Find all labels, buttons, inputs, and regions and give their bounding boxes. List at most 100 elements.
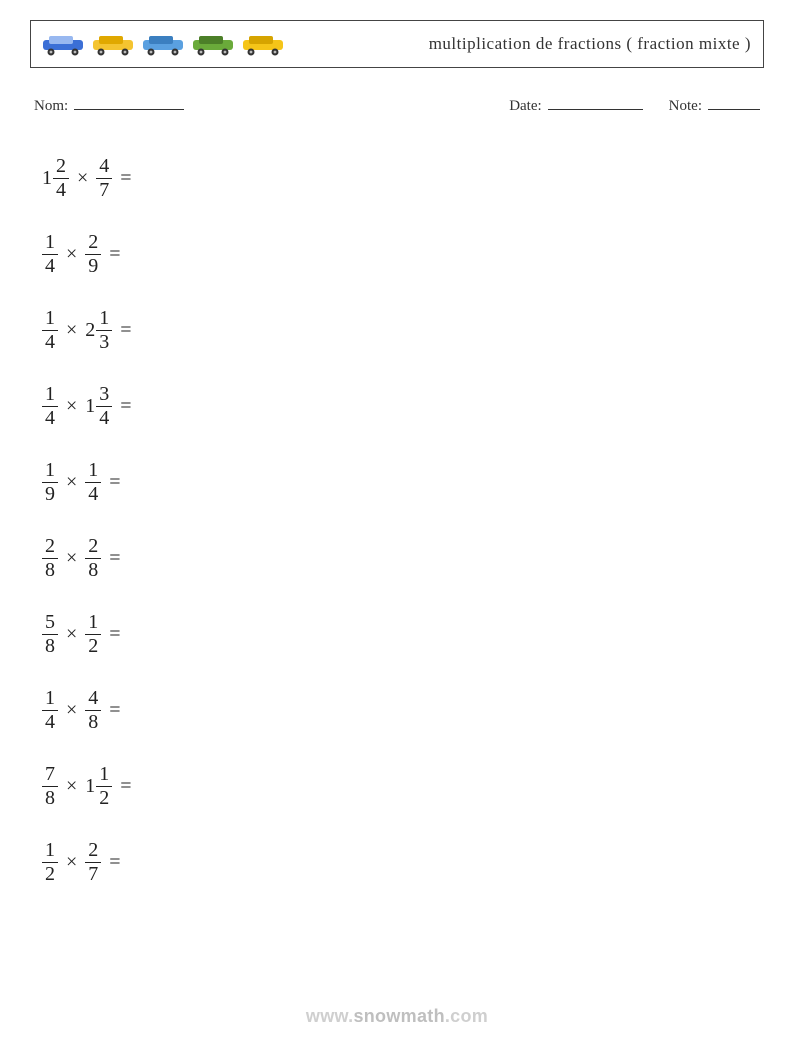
- problem-7-b-numerator: 4: [85, 688, 101, 709]
- problem-3-a-numerator: 1: [42, 384, 58, 405]
- problem-7-b-denominator: 8: [85, 712, 101, 733]
- problem-8-b-numerator: 1: [96, 764, 112, 785]
- equals-sign: =: [101, 699, 120, 722]
- problem-0-a-numerator: 2: [53, 156, 69, 177]
- times-icon: ×: [58, 623, 85, 646]
- pickup-blue-icon: [139, 32, 187, 56]
- equals-sign: =: [112, 319, 131, 342]
- equals-sign: =: [101, 471, 120, 494]
- footer-watermark: www.snowmath.com: [0, 1006, 794, 1027]
- problem-2-b-whole: 2: [85, 319, 96, 342]
- tow-green-icon: [189, 32, 237, 56]
- problem-6-b-fraction: 1 2: [85, 612, 101, 657]
- worksheet-title: multiplication de fractions ( fraction m…: [429, 34, 751, 54]
- problem-row: 1 4 × 4 8 =: [42, 673, 764, 749]
- problem-1-b-denominator: 9: [85, 256, 101, 277]
- hatchback-yellow-icon: [239, 32, 287, 56]
- problem-2-b-fraction: 1 3: [96, 308, 112, 353]
- problem-2-b-numerator: 1: [96, 308, 112, 329]
- problem-0-b-fraction: 4 7: [96, 156, 112, 201]
- problem-row: 7 8 ×1 1 2 =: [42, 749, 764, 825]
- problem-8-b-denominator: 2: [96, 788, 112, 809]
- problem-8-a-denominator: 8: [42, 788, 58, 809]
- problem-1-a-denominator: 4: [42, 256, 58, 277]
- vehicle-icons: [39, 32, 287, 56]
- footer-main: snowmath: [353, 1006, 444, 1026]
- problem-9-b-numerator: 2: [85, 840, 101, 861]
- problem-1-a-fraction: 1 4: [42, 232, 58, 277]
- note-label: Note:: [669, 98, 702, 115]
- times-icon: ×: [58, 243, 85, 266]
- problem-5-a-denominator: 8: [42, 560, 58, 581]
- times-icon: ×: [58, 471, 85, 494]
- problem-4-a-numerator: 1: [42, 460, 58, 481]
- footer-suffix: .com: [445, 1006, 488, 1026]
- problem-9-a-denominator: 2: [42, 864, 58, 885]
- problem-3-b-numerator: 3: [96, 384, 112, 405]
- problem-6-a-denominator: 8: [42, 636, 58, 657]
- problem-6-b-denominator: 2: [85, 636, 101, 657]
- problem-5-b-numerator: 2: [85, 536, 101, 557]
- problem-row: 5 8 × 1 2 =: [42, 597, 764, 673]
- problem-4-b-fraction: 1 4: [85, 460, 101, 505]
- problem-6-a-numerator: 5: [42, 612, 58, 633]
- equals-sign: =: [112, 167, 131, 190]
- times-icon: ×: [58, 319, 85, 342]
- problem-3-b-whole: 1: [85, 395, 96, 418]
- problem-5-a-fraction: 2 8: [42, 536, 58, 581]
- problem-4-a-fraction: 1 9: [42, 460, 58, 505]
- problem-1-b-numerator: 2: [85, 232, 101, 253]
- equals-sign: =: [112, 395, 131, 418]
- equals-sign: =: [101, 623, 120, 646]
- problem-5-a-numerator: 2: [42, 536, 58, 557]
- problem-row: 1 2 4 × 4 7 =: [42, 141, 764, 217]
- note-blank[interactable]: [708, 94, 760, 110]
- problem-0-a-whole: 1: [42, 167, 53, 190]
- problem-1-b-fraction: 2 9: [85, 232, 101, 277]
- footer-prefix: www.: [306, 1006, 354, 1026]
- problem-3-a-fraction: 1 4: [42, 384, 58, 429]
- problem-6-a-fraction: 5 8: [42, 612, 58, 657]
- times-icon: ×: [69, 167, 96, 190]
- times-icon: ×: [58, 699, 85, 722]
- bus-yellow-icon: [89, 32, 137, 56]
- equals-sign: =: [101, 243, 120, 266]
- problem-9-b-fraction: 2 7: [85, 840, 101, 885]
- problem-3-b-denominator: 4: [96, 408, 112, 429]
- problem-row: 1 2 × 2 7 =: [42, 825, 764, 901]
- problem-5-b-denominator: 8: [85, 560, 101, 581]
- problem-9-a-numerator: 1: [42, 840, 58, 861]
- date-blank[interactable]: [548, 94, 643, 110]
- equals-sign: =: [101, 547, 120, 570]
- equals-sign: =: [101, 851, 120, 874]
- problem-7-a-denominator: 4: [42, 712, 58, 733]
- problem-3-b-fraction: 3 4: [96, 384, 112, 429]
- worksheet-header: multiplication de fractions ( fraction m…: [30, 20, 764, 68]
- problem-row: 1 4 × 2 9 =: [42, 217, 764, 293]
- problem-8-b-fraction: 1 2: [96, 764, 112, 809]
- problem-0-a-denominator: 4: [53, 180, 69, 201]
- problem-9-b-denominator: 7: [85, 864, 101, 885]
- problem-row: 1 4 ×2 1 3 =: [42, 293, 764, 369]
- problem-2-a-fraction: 1 4: [42, 308, 58, 353]
- problem-9-a-fraction: 1 2: [42, 840, 58, 885]
- problem-8-a-numerator: 7: [42, 764, 58, 785]
- name-blank[interactable]: [74, 94, 184, 110]
- problem-7-a-numerator: 1: [42, 688, 58, 709]
- problem-0-a-fraction: 2 4: [53, 156, 69, 201]
- problem-4-a-denominator: 9: [42, 484, 58, 505]
- problem-8-b-whole: 1: [85, 775, 96, 798]
- problem-2-b-denominator: 3: [96, 332, 112, 353]
- problem-7-b-fraction: 4 8: [85, 688, 101, 733]
- problem-6-b-numerator: 1: [85, 612, 101, 633]
- problems-list: 1 2 4 × 4 7 = 1 4 × 2 9 = 1 4 ×2 1 3 = 1…: [42, 141, 764, 901]
- problem-0-b-denominator: 7: [96, 180, 112, 201]
- times-icon: ×: [58, 547, 85, 570]
- times-icon: ×: [58, 775, 85, 798]
- problem-row: 1 9 × 1 4 =: [42, 445, 764, 521]
- date-label: Date:: [509, 98, 541, 115]
- problem-row: 1 4 ×1 3 4 =: [42, 369, 764, 445]
- problem-2-a-denominator: 4: [42, 332, 58, 353]
- meta-row: Nom: Date: Note:: [34, 94, 760, 115]
- problem-4-b-denominator: 4: [85, 484, 101, 505]
